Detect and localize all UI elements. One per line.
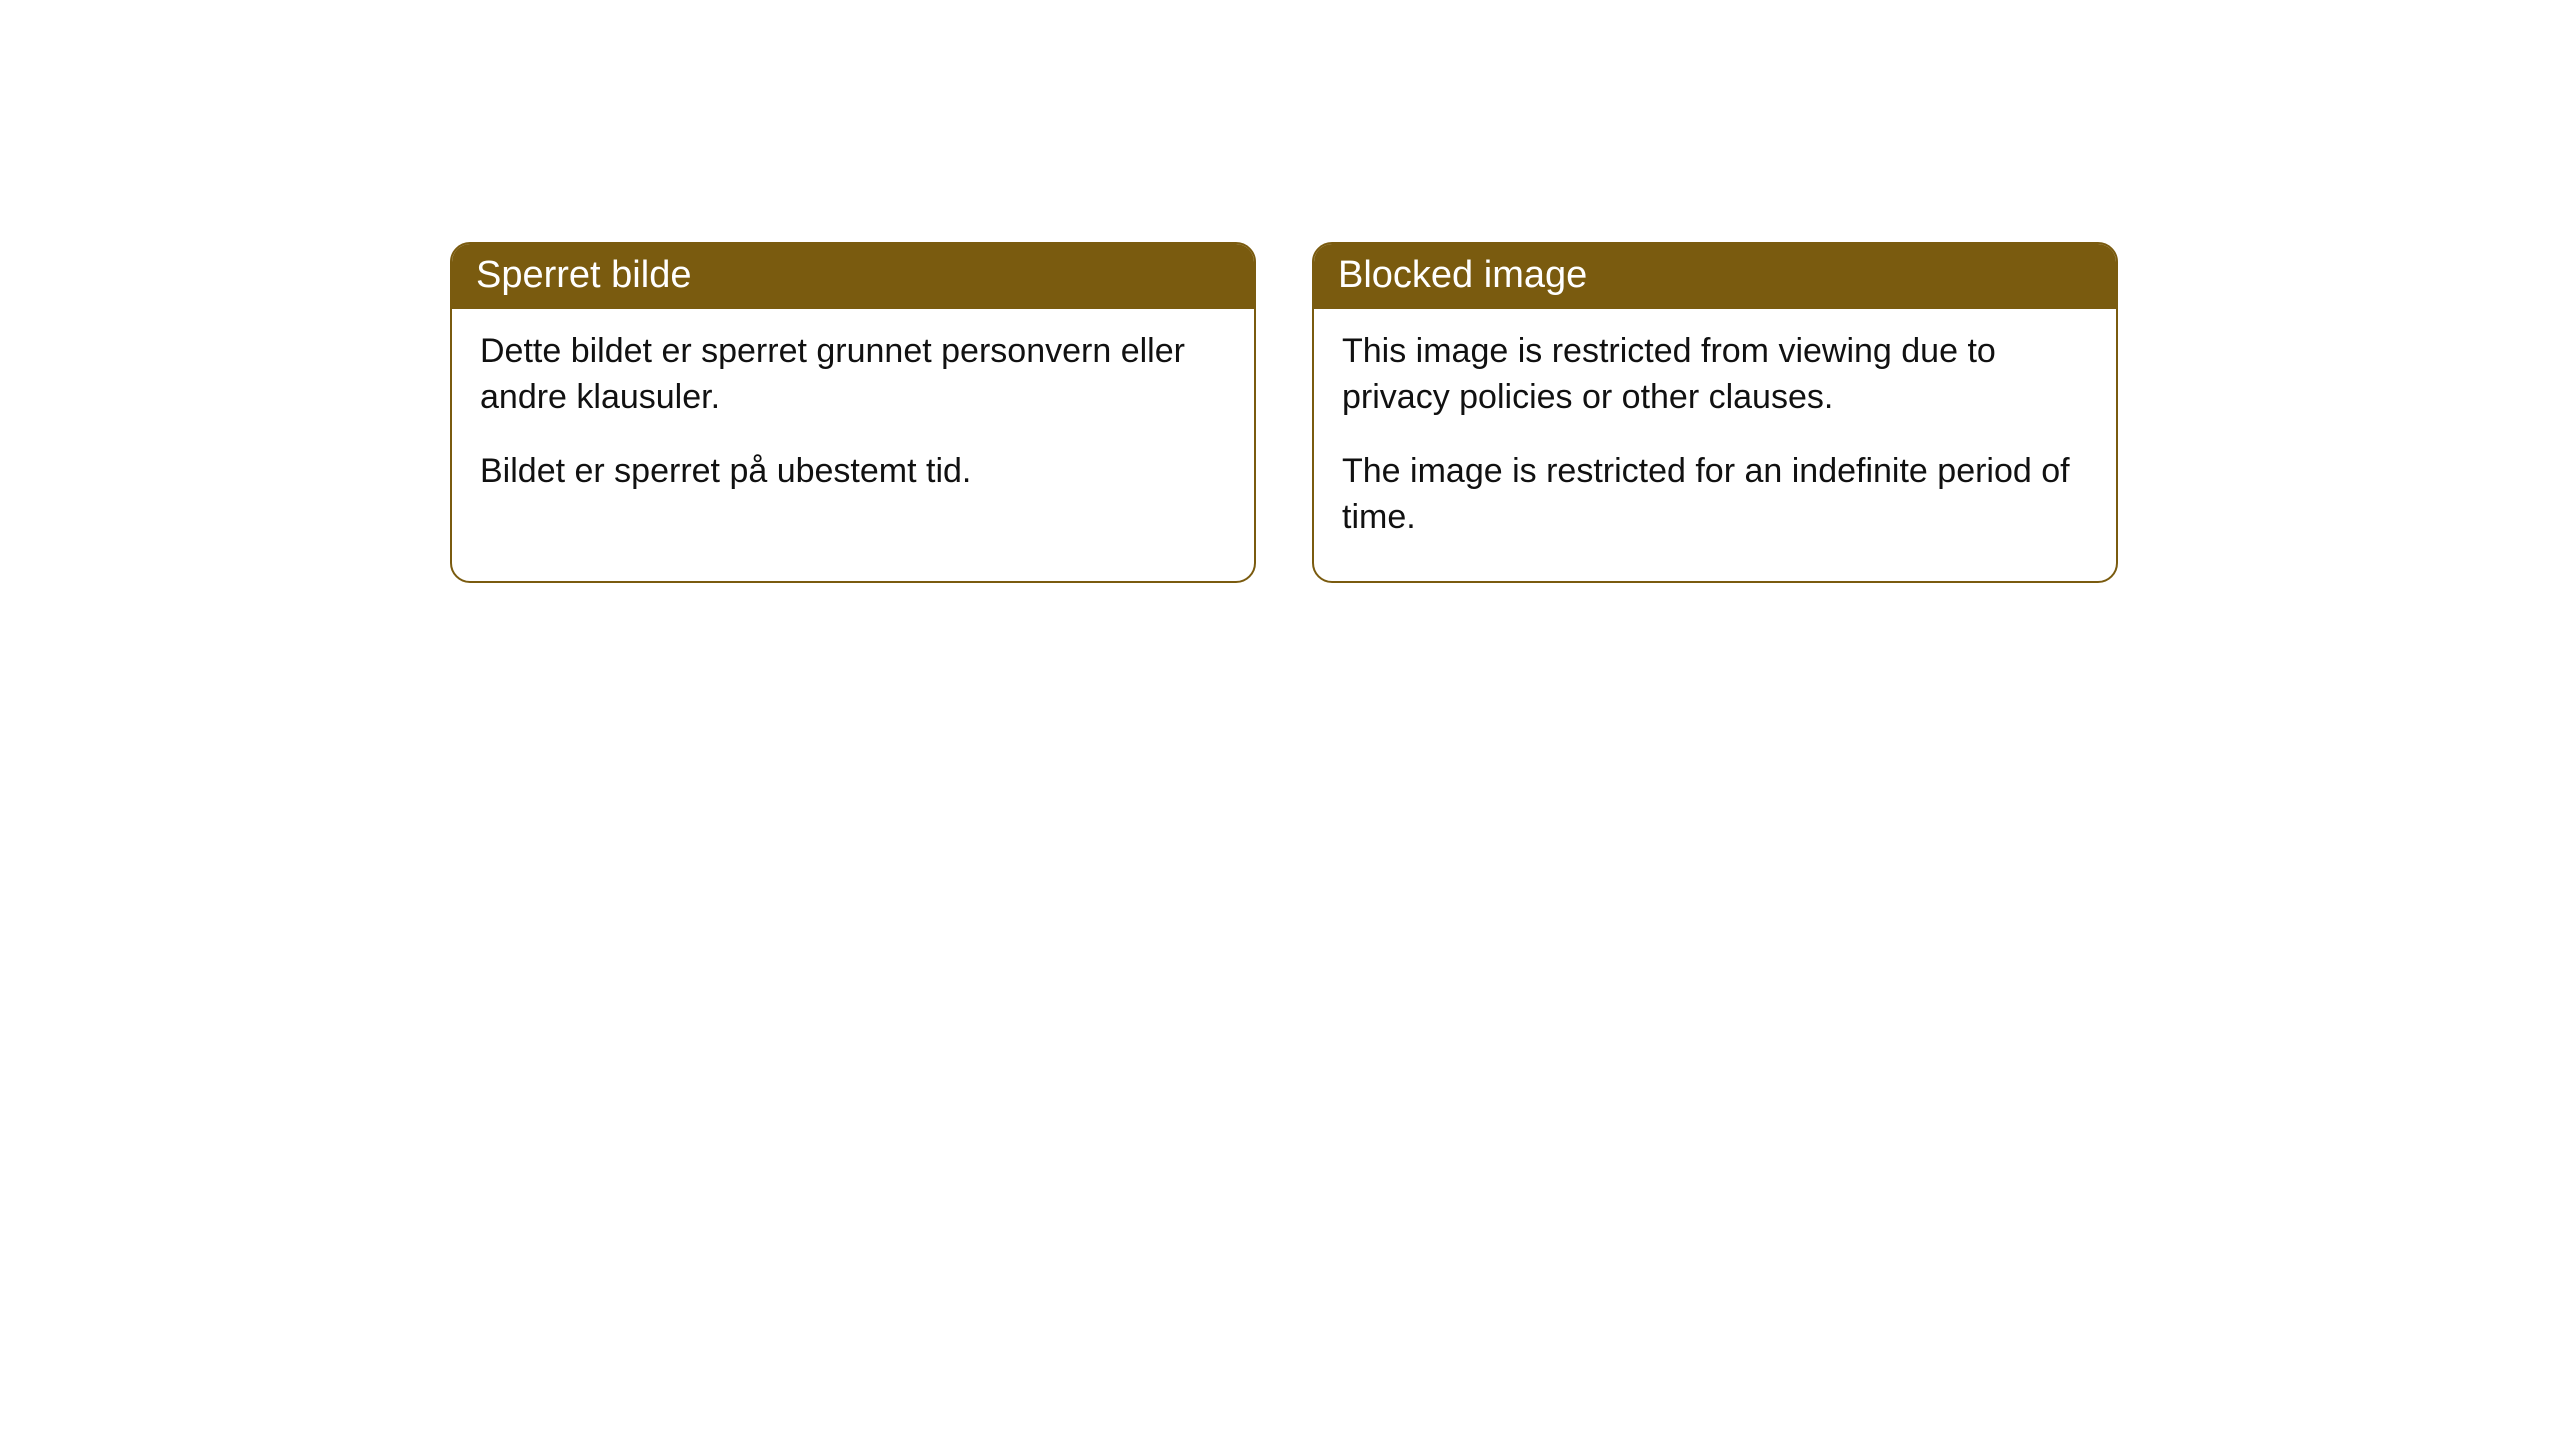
card-paragraph: This image is restricted from viewing du… [1342, 329, 2088, 421]
card-paragraph: The image is restricted for an indefinit… [1342, 449, 2088, 541]
card-header: Blocked image [1314, 244, 2116, 309]
card-title: Blocked image [1338, 254, 1587, 296]
card-paragraph: Bildet er sperret på ubestemt tid. [480, 449, 1226, 495]
card-title: Sperret bilde [476, 254, 691, 296]
card-body: Dette bildet er sperret grunnet personve… [452, 309, 1254, 535]
card-paragraph: Dette bildet er sperret grunnet personve… [480, 329, 1226, 421]
notice-cards-container: Sperret bilde Dette bildet er sperret gr… [450, 242, 2118, 583]
card-body: This image is restricted from viewing du… [1314, 309, 2116, 581]
notice-card-norwegian: Sperret bilde Dette bildet er sperret gr… [450, 242, 1256, 583]
notice-card-english: Blocked image This image is restricted f… [1312, 242, 2118, 583]
card-header: Sperret bilde [452, 244, 1254, 309]
